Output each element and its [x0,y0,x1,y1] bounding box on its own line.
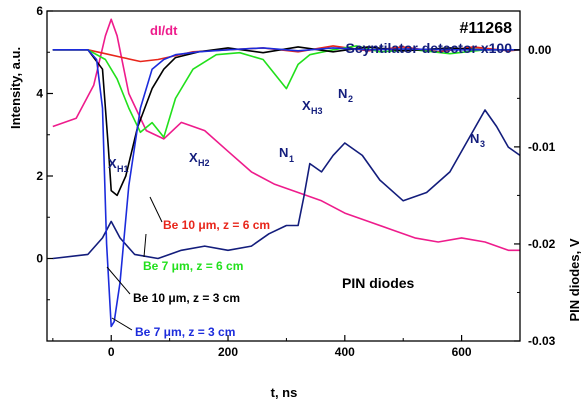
arrow-be10-z3 [106,266,131,295]
arrow-be7-z6 [143,233,147,258]
svg-text:H2: H2 [198,158,210,168]
y-right-axis: 0.00 -0.01 -0.02 -0.03 [514,43,556,348]
annotation-xh2: X H2 [189,150,210,168]
annotation-didt: dI/dt [150,23,178,38]
svg-text:N: N [470,131,479,146]
annotation-n1: N 1 [279,145,294,164]
y-left-tick-label: 2 [36,169,43,183]
y-left-tick-label: 4 [36,87,43,101]
svg-text:X: X [108,156,117,171]
svg-text:3: 3 [480,139,485,149]
y-left-tick-label: 6 [36,4,43,18]
y-right-tick-label: 0.00 [528,43,552,57]
svg-text:H1: H1 [117,164,129,174]
x-axis: 0 200 400 600 [52,335,521,359]
chart-subtitle: Scyntilator detector x100 [345,40,512,56]
annotation-xh3: X H3 [302,98,323,116]
y-left-tick-label: 0 [36,252,43,266]
x-tick-label: 600 [452,345,472,359]
y-right-axis-label: PIN diodes, V [567,238,581,321]
svg-text:2: 2 [348,94,353,104]
x-tick-label: 400 [335,345,355,359]
svg-text:1: 1 [289,154,294,164]
svg-text:X: X [302,98,311,113]
label-be7-z6: Be 7 μm, z = 6 cm [143,259,243,273]
y-right-tick-label: -0.01 [528,140,556,154]
series-line-3 [52,45,520,138]
y-left-axis-label: Intensity, a.u. [8,47,23,129]
annotation-xh1: X H1 [108,156,129,174]
series-line-5 [52,47,520,328]
x-tick-label: 0 [108,345,115,359]
panel-label: PIN diodes [342,275,415,291]
series-line-0 [52,18,520,252]
y-left-axis: 0 2 4 6 [36,4,53,301]
annotation-n3: N 3 [470,131,485,149]
svg-text:N: N [338,86,347,101]
svg-text:H3: H3 [311,106,323,116]
svg-text:dI/dt: dI/dt [150,23,178,38]
x-tick-label: 200 [218,345,238,359]
svg-text:N: N [279,145,288,160]
annotation-n2: N 2 [338,86,353,104]
arrow-be10-z6 [149,196,163,223]
x-axis-label: t, ns [271,385,298,400]
series-line-1 [52,109,521,260]
label-be7-z3: Be 7 μm, z = 3 cm [135,325,235,339]
y-right-tick-label: -0.03 [528,334,556,348]
chart-title: #11268 [459,20,512,37]
series-layer [52,18,521,328]
y-right-tick-label: -0.02 [528,237,556,251]
label-be10-z3: Be 10 μm, z = 3 cm [133,291,240,305]
svg-text:X: X [189,150,198,165]
label-be10-z6: Be 10 μm, z = 6 cm [163,218,270,232]
arrow-be7-z3 [111,317,133,331]
